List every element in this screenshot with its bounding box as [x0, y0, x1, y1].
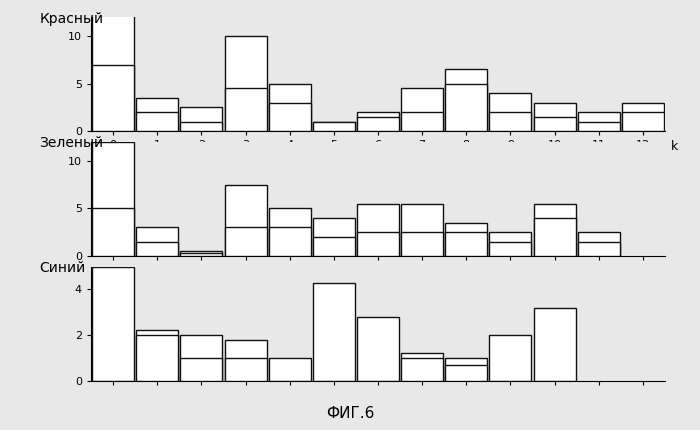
Bar	[445, 69, 487, 131]
Bar	[313, 122, 355, 131]
Bar	[181, 251, 223, 256]
Bar	[181, 335, 223, 381]
Bar	[533, 218, 575, 256]
Bar	[489, 242, 531, 256]
Bar	[401, 358, 443, 381]
Bar	[666, 112, 700, 131]
Bar	[357, 112, 399, 131]
Bar	[225, 340, 267, 381]
Bar	[269, 84, 311, 131]
Bar	[666, 117, 700, 131]
Bar	[313, 218, 355, 256]
Bar	[489, 112, 531, 131]
Bar	[578, 242, 620, 256]
Text: k: k	[671, 140, 678, 153]
Bar	[225, 358, 267, 381]
Bar	[622, 103, 664, 131]
Text: Красный: Красный	[39, 12, 104, 25]
Bar	[225, 184, 267, 256]
Bar	[181, 122, 223, 131]
Bar	[136, 330, 178, 381]
Bar	[269, 227, 311, 256]
Bar	[401, 204, 443, 256]
Bar	[357, 204, 399, 256]
Bar	[136, 227, 178, 256]
Bar	[445, 84, 487, 131]
Bar	[136, 112, 178, 131]
Bar	[357, 317, 399, 381]
Bar	[225, 89, 267, 131]
Bar	[622, 112, 664, 131]
Bar	[225, 36, 267, 131]
Bar	[313, 122, 355, 131]
Bar	[357, 117, 399, 131]
Bar	[92, 8, 134, 131]
Bar	[533, 204, 575, 256]
Text: Синий: Синий	[39, 261, 85, 275]
Bar	[489, 232, 531, 256]
Bar	[445, 223, 487, 256]
Bar	[136, 242, 178, 256]
Bar	[401, 112, 443, 131]
Bar	[489, 335, 531, 381]
Bar	[269, 358, 311, 381]
Bar	[445, 358, 487, 381]
Bar	[92, 142, 134, 256]
Bar	[92, 209, 134, 256]
Text: Зеленый: Зеленый	[39, 136, 104, 150]
Bar	[92, 64, 134, 131]
Bar	[401, 353, 443, 381]
Bar	[225, 227, 267, 256]
Bar	[181, 108, 223, 131]
Bar	[401, 232, 443, 256]
Bar	[445, 232, 487, 256]
Bar	[533, 307, 575, 381]
Bar	[269, 103, 311, 131]
Bar	[313, 237, 355, 256]
Bar	[533, 117, 575, 131]
Bar	[445, 365, 487, 381]
Bar	[181, 253, 223, 256]
Bar	[136, 335, 178, 381]
Bar	[136, 98, 178, 131]
Bar	[578, 112, 620, 131]
Bar	[489, 93, 531, 131]
Bar	[92, 267, 134, 381]
Bar	[181, 358, 223, 381]
Bar	[578, 232, 620, 256]
Bar	[313, 283, 355, 381]
Bar	[401, 89, 443, 131]
Bar	[357, 232, 399, 256]
Bar	[533, 103, 575, 131]
Bar	[269, 209, 311, 256]
Bar	[578, 122, 620, 131]
Text: ФИГ.6: ФИГ.6	[326, 406, 374, 421]
